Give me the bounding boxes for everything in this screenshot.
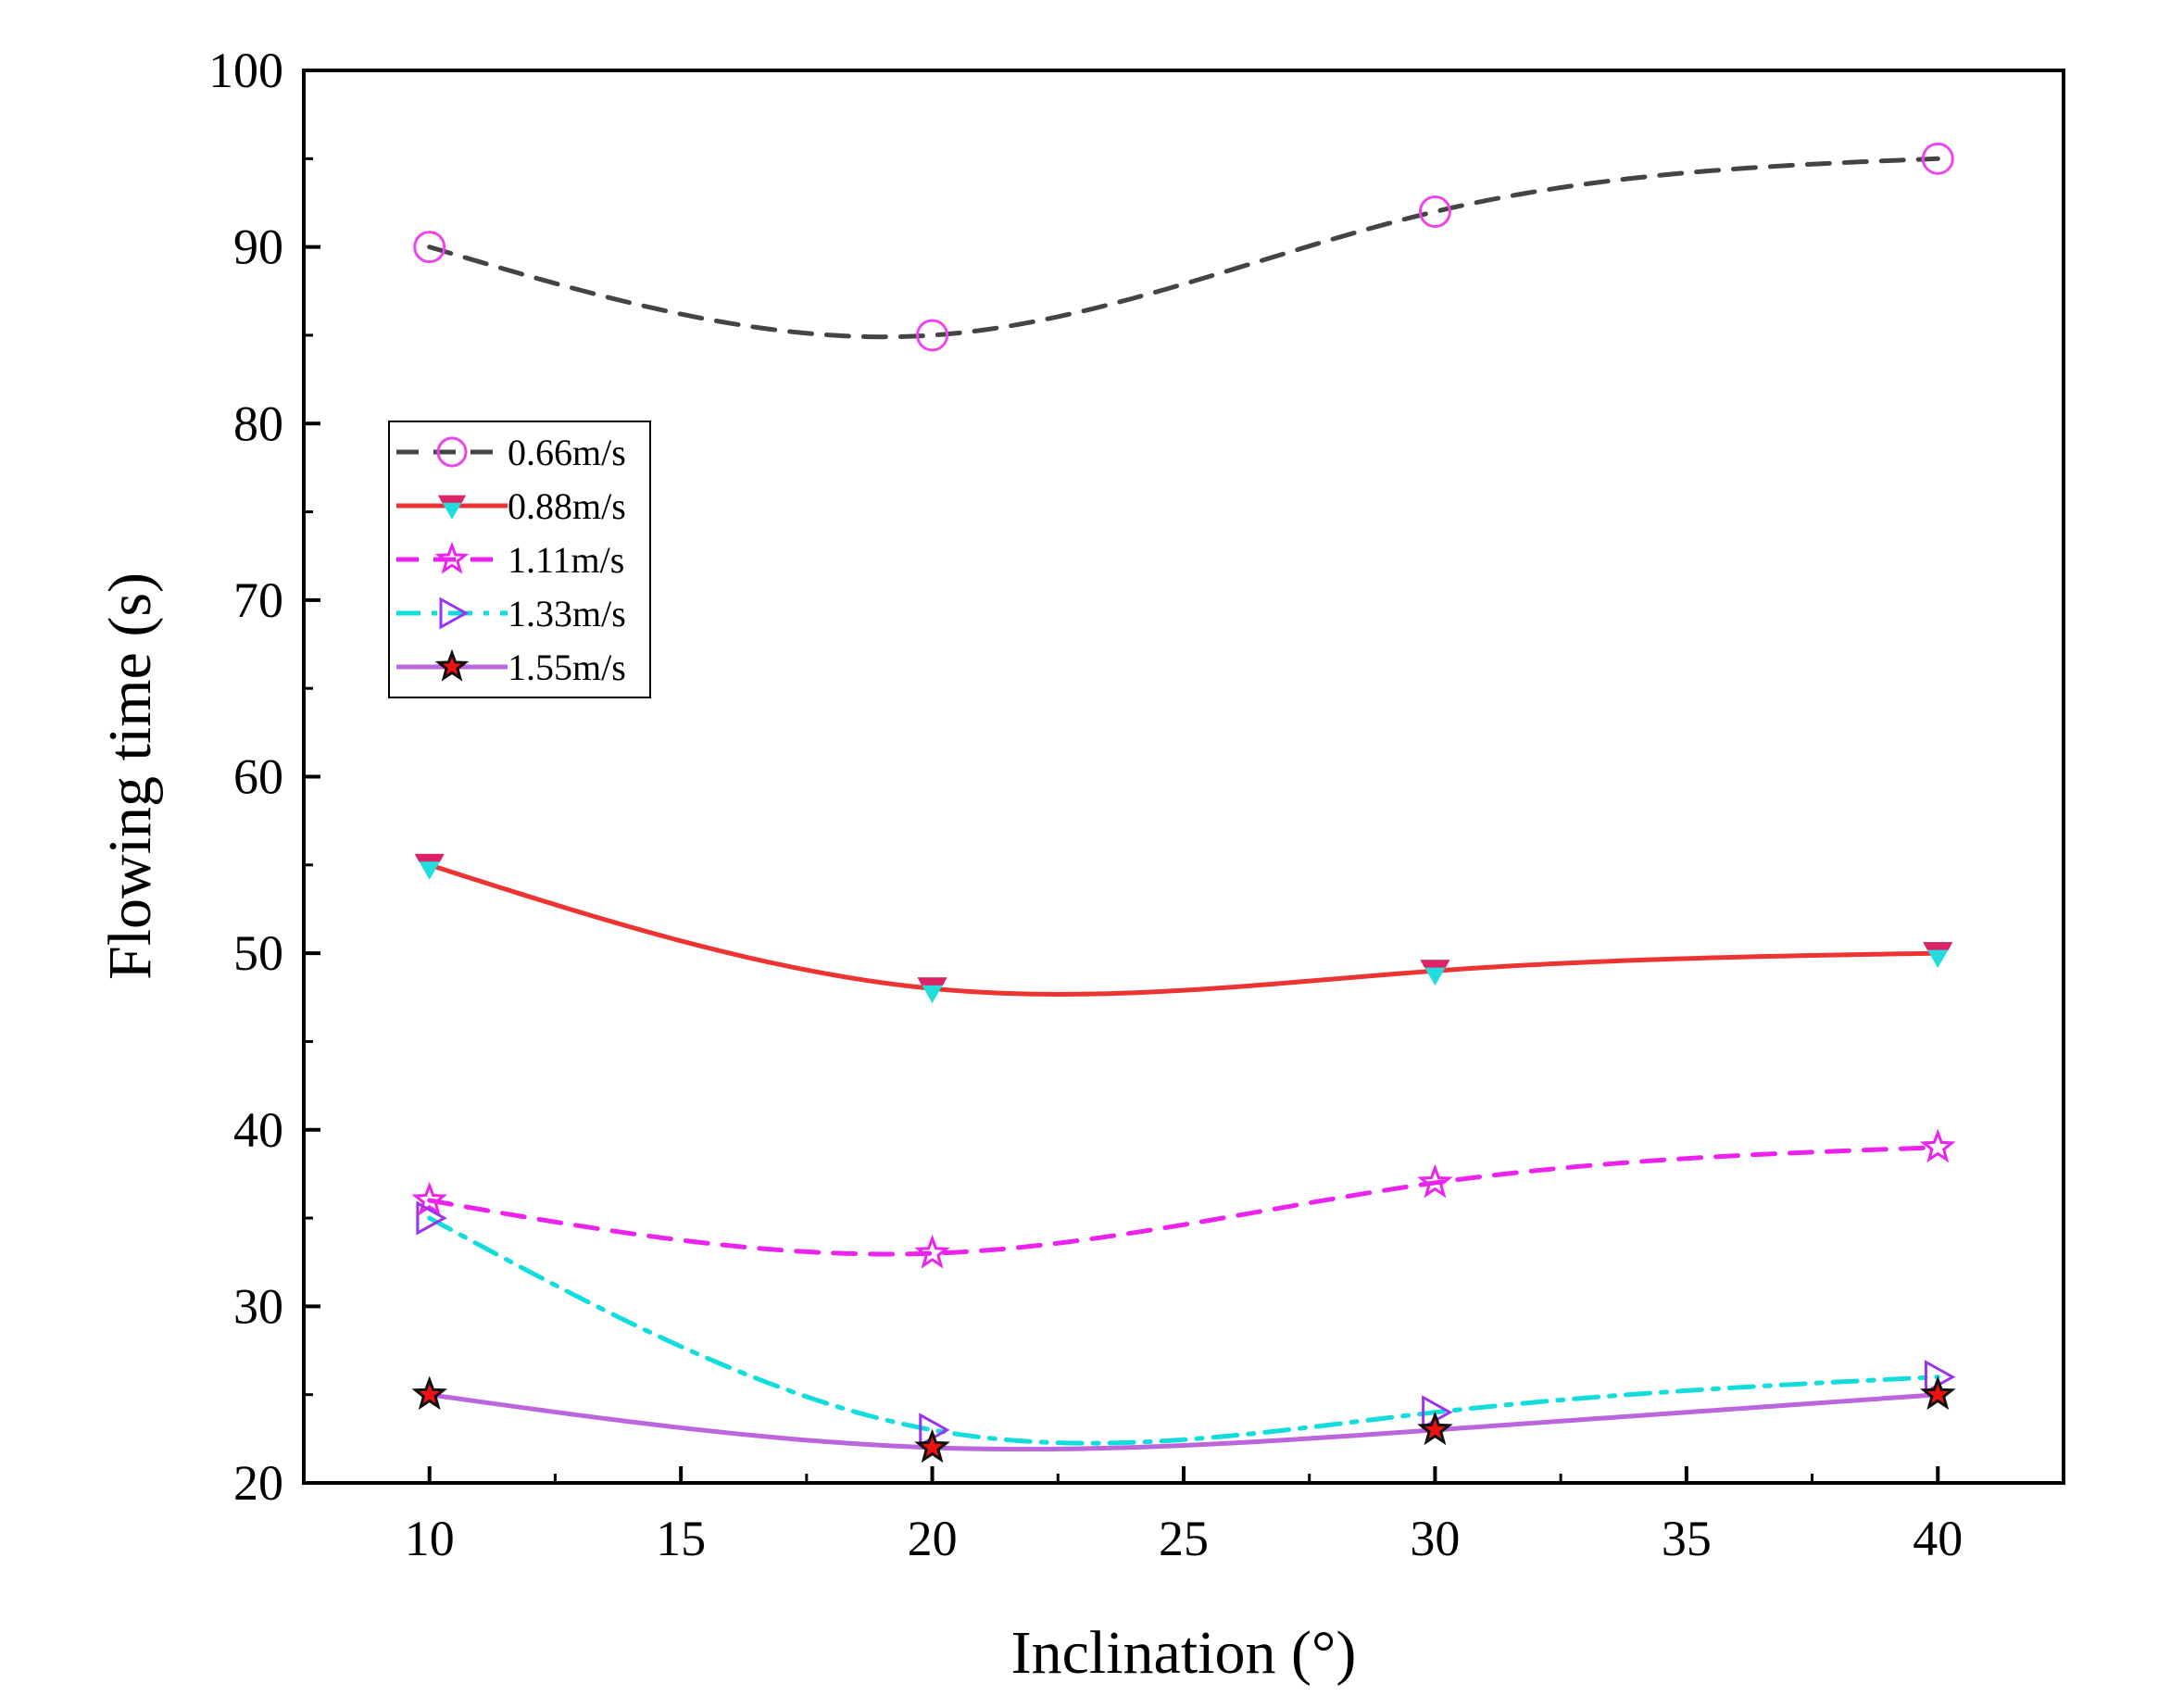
y-tick-label: 40 [233, 1102, 283, 1158]
legend-box [388, 421, 651, 698]
y-tick-label: 30 [233, 1278, 283, 1334]
x-tick-label: 10 [405, 1511, 455, 1566]
series-layer [411, 142, 1956, 1463]
data-point [914, 1428, 950, 1463]
series-1.55m/s [411, 1375, 1956, 1463]
y-tick-label: 90 [233, 220, 283, 275]
ticks-layer: 10 15 20 25 30 35 40 20 30 40 50 60 70 80 90 100 [208, 43, 1963, 1566]
legend-marker [436, 436, 468, 468]
series-line [427, 1215, 1940, 1446]
data-point [1921, 142, 1954, 175]
y-tick-label: 80 [233, 396, 283, 451]
legend-label: 0.88m/s [508, 485, 626, 527]
series-line [427, 156, 1940, 340]
data-point [413, 231, 446, 264]
series-line [427, 1145, 1940, 1257]
legend-marker [434, 541, 470, 574]
x-tick-label: 25 [1159, 1511, 1209, 1566]
legend-label: 1.55m/s [508, 647, 626, 688]
legend: 0.66m/s 0.88m/s 1.11m/s 1.33m/s 1.55m/s [388, 421, 651, 698]
data-point [1923, 942, 1953, 969]
series-0.88m/s [414, 853, 1953, 1004]
x-tick-label: 35 [1662, 1511, 1712, 1566]
x-tick-label: 15 [656, 1511, 706, 1566]
marker-band [917, 977, 947, 986]
plot-frame [302, 69, 2065, 1485]
legend-marker [438, 495, 466, 520]
data-point [1418, 195, 1451, 228]
series-0.66m/s [413, 142, 1954, 352]
marker-band [1420, 960, 1450, 968]
y-tick-label: 60 [233, 749, 283, 805]
x-axis-title: Inclination (°) [1011, 1619, 1357, 1687]
series-line [427, 862, 1940, 997]
data-point [916, 319, 949, 352]
data-point [914, 1234, 950, 1269]
series-line [427, 1392, 1940, 1452]
y-tick-label: 70 [233, 572, 283, 628]
legend-marker [439, 597, 470, 630]
marker-band [438, 495, 466, 503]
y-axis-title: Flowing time (s) [96, 572, 164, 980]
y-tick-label: 50 [233, 925, 283, 981]
data-point [1919, 1375, 1956, 1411]
marker-band [414, 853, 445, 862]
data-point [414, 853, 445, 880]
data-point [1417, 1163, 1453, 1199]
x-tick-label: 20 [908, 1511, 958, 1566]
data-point [411, 1375, 448, 1411]
data-point [1417, 1411, 1453, 1446]
data-point [411, 1181, 447, 1216]
y-tick-label: 100 [208, 43, 283, 98]
y-tick-label: 20 [233, 1455, 283, 1511]
data-point [416, 1200, 447, 1236]
legend-marker [434, 648, 470, 682]
data-point [1919, 1128, 1956, 1163]
legend-label: 0.66m/s [508, 432, 626, 473]
x-tick-label: 30 [1410, 1511, 1460, 1566]
legend-label: 1.11m/s [508, 539, 624, 581]
data-point [1420, 960, 1450, 986]
plot-area [304, 70, 2064, 1483]
legend-label: 1.33m/s [508, 593, 626, 634]
data-point [917, 977, 947, 1004]
x-tick-label: 40 [1913, 1511, 1963, 1566]
series-1.11m/s [411, 1128, 1956, 1269]
marker-band [1923, 942, 1953, 950]
